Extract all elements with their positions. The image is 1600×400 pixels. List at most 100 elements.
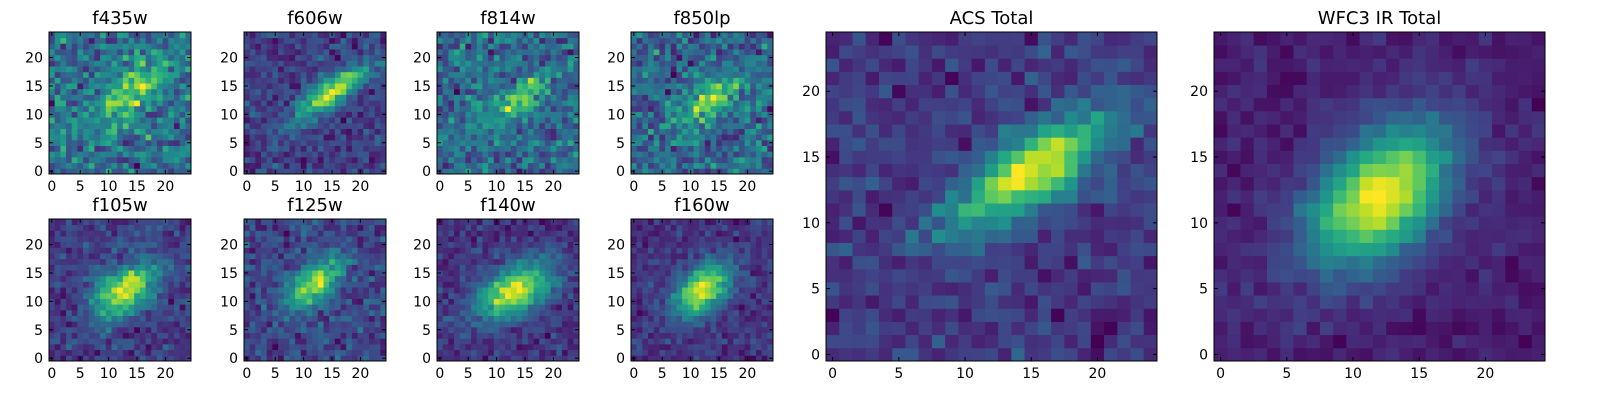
heatmap-cell [693,128,700,135]
heatmap-cell [139,111,146,118]
heatmap-cell [704,88,711,95]
heatmap-cell [83,241,90,248]
heatmap-cell [642,54,649,61]
heatmap-cell [750,117,757,124]
heatmap-cell [505,60,512,67]
heatmap-cell [94,60,101,67]
heatmap-cell [670,162,677,169]
heatmap-cell [329,304,336,311]
y-tick-label: 20 [413,51,431,67]
heatmap-cell [755,168,763,175]
heatmap-cell [100,151,107,158]
heatmap-cell [134,270,141,277]
heatmap-cell [682,326,689,333]
y-tick-label: 5 [34,136,43,152]
heatmap-cell [83,77,90,84]
heatmap-cell [761,151,768,158]
heatmap-cell [704,343,711,351]
heatmap-cell [266,111,273,118]
heatmap-cell [533,122,540,129]
heatmap-cell [66,219,73,226]
heatmap-cell [767,292,774,299]
heatmap-cell [66,66,73,73]
heatmap-cell [573,258,580,265]
heatmap-cell [716,100,723,107]
heatmap-cell [659,77,666,84]
heatmap-cell [505,162,512,169]
heatmap-cell [340,315,347,322]
heatmap-cell [83,264,90,271]
heatmap-cell [105,43,112,50]
heatmap-cell [283,43,290,50]
heatmap-cell [128,128,135,135]
heatmap-cell [631,343,638,351]
heatmap-cell [71,304,78,311]
heatmap-cell [693,134,700,141]
heatmap-cell [716,71,723,78]
heatmap-cell [66,298,73,305]
heatmap-cell [448,287,455,294]
heatmap-cell [156,122,163,129]
heatmap-cell [139,162,146,169]
heatmap-cell [476,43,483,50]
heatmap-cell [289,100,296,107]
heatmap-cell [117,37,124,44]
heatmap-cell [266,275,273,282]
axes-frame [48,218,192,362]
heatmap-cell [567,94,574,101]
heatmap-cell [573,224,580,231]
heatmap-cell [266,264,273,271]
heatmap-cell [179,326,186,333]
heatmap-cell [670,71,677,78]
heatmap-cell [488,343,495,351]
heatmap-cell [83,156,90,164]
heatmap-cell [733,32,740,39]
heatmap-cell [733,77,740,84]
heatmap-cell [278,326,285,333]
heatmap-cell [721,134,728,141]
heatmap-cell [255,139,262,146]
heatmap-cell [738,49,745,56]
heatmap-cell [105,162,112,169]
heatmap-cell [145,43,152,50]
y-tick-label: 0 [229,351,238,367]
heatmap-cell [550,292,557,299]
heatmap-cell [437,134,444,141]
heatmap-cell [476,230,483,237]
heatmap-cell [750,326,757,333]
heatmap-cell [670,304,677,311]
heatmap-cell [567,134,574,141]
heatmap-cell [561,134,569,141]
heatmap-cell [471,151,478,158]
heatmap-cell [323,321,330,328]
heatmap-cell [539,247,546,254]
heatmap-cell [278,349,285,356]
heatmap-cell [676,270,683,277]
heatmap-cell [527,270,534,277]
heatmap-cell [516,287,523,294]
heatmap-cell [71,298,78,305]
heatmap-cell [66,71,73,78]
heatmap-cell [363,32,370,39]
heatmap-cell [368,287,376,294]
heatmap-cell [476,66,483,73]
heatmap-cell [380,145,387,152]
heatmap-cell [122,168,129,175]
heatmap-cell [363,241,370,248]
heatmap-cell [139,37,146,44]
heatmap-cell [300,298,307,305]
heatmap-cell [346,253,353,260]
heatmap-cell [499,338,506,345]
heatmap-cell [340,332,347,339]
heatmap-cell [244,122,251,129]
heatmap-cell [755,338,763,345]
heatmap-cell [346,100,353,107]
heatmap-cell [334,343,341,351]
heatmap-cell [351,66,358,73]
heatmap-cell [510,287,517,294]
heatmap-cell [278,134,285,141]
heatmap-cell [244,134,251,141]
heatmap-cell [544,298,551,305]
y-tick-label: 10 [413,294,431,310]
heatmap-cell [527,71,534,78]
